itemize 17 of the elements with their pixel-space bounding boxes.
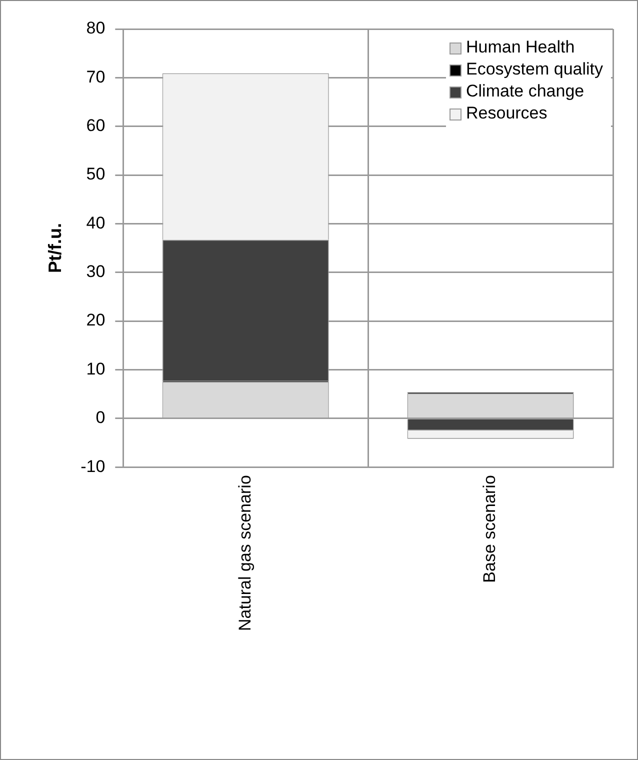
legend-label: Human Health [466,38,575,57]
y-tick-label: 20 [86,310,106,330]
legend-label: Climate change [466,82,584,101]
y-tick-label: 40 [86,213,106,232]
y-tick-label: -10 [80,456,106,476]
x-tick-label: Natural gas scenario [235,475,254,632]
y-tick-label: 50 [86,164,106,184]
legend-label: Resources [466,104,548,123]
y-axis-title: Pt/f.u. [44,223,65,274]
y-tick-label: 10 [86,359,106,378]
y-tick-label: 60 [86,116,106,136]
x-tick-label: Base scenario [480,475,500,583]
y-tick-label: 70 [86,67,106,86]
y-tick-label: 80 [86,18,106,38]
legend-label: Ecosystem quality [466,60,604,79]
y-tick-label: 0 [96,408,106,428]
y-tick-label: 30 [86,262,106,282]
